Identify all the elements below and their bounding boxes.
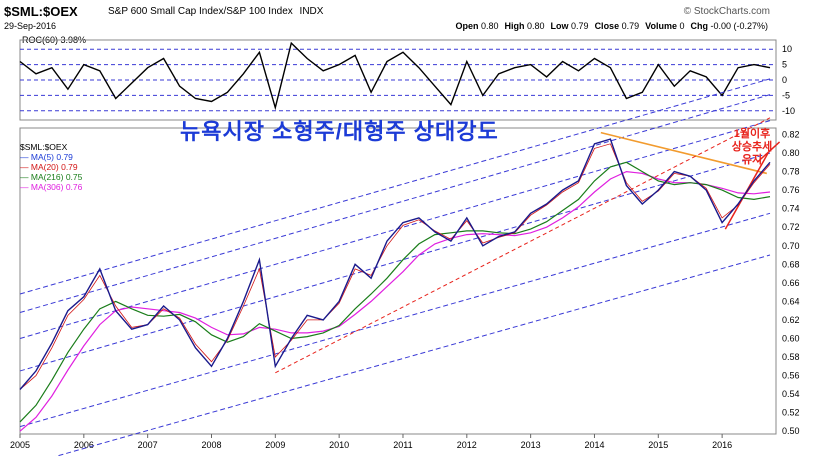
channel-line bbox=[19, 94, 771, 314]
trend-annotation: 1월이후 상승추세 유지 bbox=[722, 128, 782, 167]
price-tick-label: 0.80 bbox=[782, 148, 800, 158]
price-tick-label: 0.62 bbox=[782, 315, 800, 325]
price-tick-label: 0.76 bbox=[782, 185, 800, 195]
legend-item: $SML:$OEX bbox=[20, 142, 68, 152]
price-tick-label: 0.52 bbox=[782, 408, 800, 418]
x-tick-label: 2013 bbox=[521, 440, 541, 450]
roc-tick-label: 0 bbox=[782, 75, 787, 85]
exchange-label: INDX bbox=[299, 6, 324, 17]
ohlc-readout: Open 0.80 High 0.80 Low 0.79 Close 0.79 Volu… bbox=[455, 21, 768, 31]
channel-line bbox=[19, 120, 771, 339]
price-tick-label: 0.60 bbox=[782, 333, 800, 343]
ohlc-open: Open 0.80 bbox=[455, 21, 499, 31]
channel-line bbox=[19, 152, 771, 372]
chart-date: 29-Sep-2016 bbox=[4, 21, 57, 31]
channel-line bbox=[55, 254, 771, 456]
x-tick-label: 2016 bbox=[712, 440, 732, 450]
x-tick-label: 2009 bbox=[265, 440, 285, 450]
price-tick-label: 0.50 bbox=[782, 426, 800, 436]
overlay-title: 뉴욕시장 소형주/대형주 상대강도 bbox=[180, 119, 499, 144]
index-name-text: S&P 600 Small Cap Index/S&P 100 Index bbox=[108, 6, 293, 17]
chart-index-name: S&P 600 Small Cap Index/S&P 100 Index IN… bbox=[108, 6, 323, 17]
price-tick-label: 0.54 bbox=[782, 389, 800, 399]
roc-tick-label: -5 bbox=[782, 90, 790, 100]
annotation-arrow bbox=[756, 141, 781, 163]
roc-tick-label: -10 bbox=[782, 106, 795, 116]
series-ma-216- bbox=[19, 161, 771, 423]
x-tick-label: 2010 bbox=[329, 440, 349, 450]
longterm-trendline bbox=[275, 117, 771, 374]
series-ma-306- bbox=[19, 170, 771, 432]
price-tick-label: 0.70 bbox=[782, 241, 800, 251]
annotation-line: 1월이후 bbox=[733, 128, 771, 140]
x-tick-label: 2014 bbox=[584, 440, 604, 450]
roc-tick-label: 5 bbox=[782, 60, 787, 70]
price-tick-label: 0.72 bbox=[782, 222, 800, 232]
price-tick-label: 0.82 bbox=[782, 129, 800, 139]
annotation-line: 유지 bbox=[741, 154, 763, 166]
ohlc-close: Close 0.79 bbox=[594, 21, 640, 31]
x-tick-label: 2011 bbox=[393, 440, 412, 450]
x-tick-label: 2015 bbox=[648, 440, 668, 450]
channel-line bbox=[19, 78, 771, 295]
price-tick-label: 0.58 bbox=[782, 352, 800, 362]
ohlc-low: Low 0.79 bbox=[550, 21, 589, 31]
price-tick-label: 0.56 bbox=[782, 371, 800, 381]
price-tick-label: 0.66 bbox=[782, 278, 800, 288]
roc-tick-label: 10 bbox=[782, 44, 792, 54]
ohlc-volume: Volume 0 bbox=[645, 21, 685, 31]
annotation-line: 상승추세 bbox=[731, 141, 773, 153]
x-tick-label: 2007 bbox=[138, 440, 158, 450]
x-tick-label: 2012 bbox=[457, 440, 477, 450]
resistance-trendline bbox=[600, 131, 767, 175]
legend-item: — MA(5) 0.79 bbox=[20, 152, 73, 162]
x-tick-label: 2005 bbox=[10, 440, 30, 450]
legend-item: — MA(306) 0.76 bbox=[20, 182, 83, 192]
roc-line bbox=[19, 41, 771, 111]
series--sml-oex bbox=[19, 138, 771, 390]
x-tick-label: 2008 bbox=[201, 440, 221, 450]
price-tick-label: 0.64 bbox=[782, 296, 800, 306]
legend-item: — MA(216) 0.75 bbox=[20, 172, 83, 182]
price-panel-frame bbox=[19, 127, 777, 435]
ohlc-high: High 0.80 bbox=[504, 21, 545, 31]
brand-label: © StockCharts.com bbox=[683, 6, 770, 17]
ohlc-chg: Chg -0.00 (-0.27%) bbox=[690, 21, 768, 31]
price-tick-label: 0.68 bbox=[782, 259, 800, 269]
price-tick-label: 0.78 bbox=[782, 167, 800, 177]
price-tick-label: 0.74 bbox=[782, 204, 800, 214]
legend-item: — MA(20) 0.79 bbox=[20, 162, 78, 172]
chart-symbol: $SML:$OEX bbox=[4, 4, 78, 19]
x-tick-label: 2006 bbox=[74, 440, 94, 450]
channel-line bbox=[19, 212, 771, 428]
